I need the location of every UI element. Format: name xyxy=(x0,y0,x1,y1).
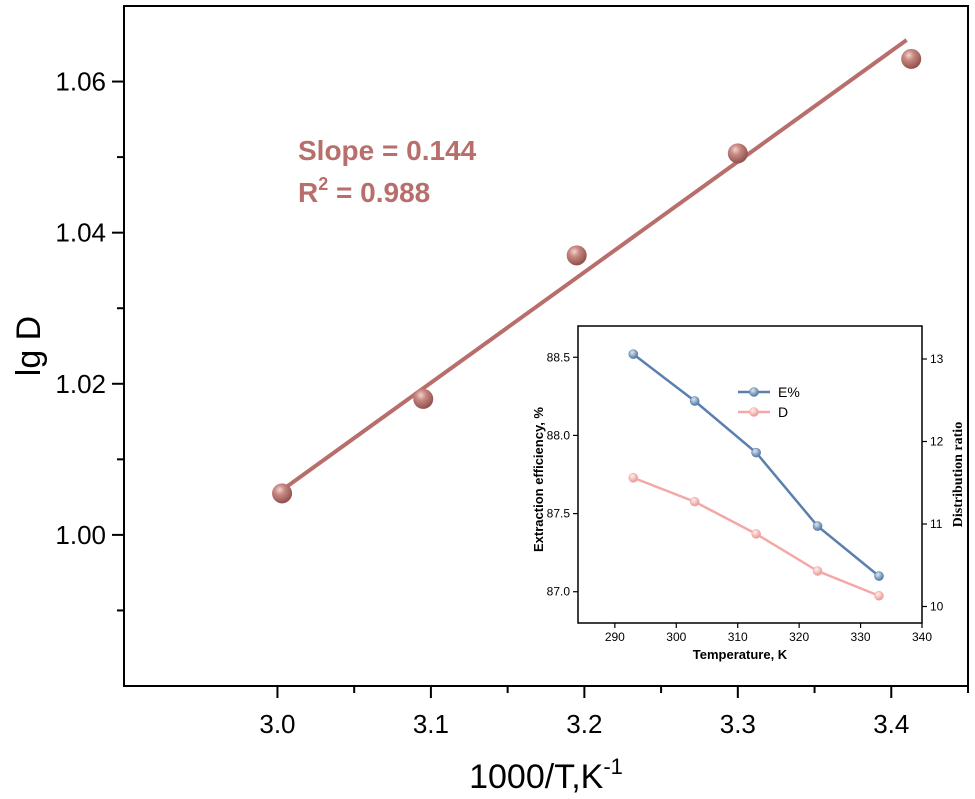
inset-x-tick-label: 340 xyxy=(912,630,932,644)
series-point xyxy=(628,349,639,359)
inset-frame xyxy=(577,325,923,624)
legend-swatch-marker xyxy=(749,407,759,417)
inset-left-tick-label: 88.5 xyxy=(547,350,571,364)
series-point xyxy=(812,521,823,531)
series-point xyxy=(812,566,823,576)
legend-label: E% xyxy=(778,384,800,400)
inset-left-tick-label: 87.5 xyxy=(547,507,571,521)
y-tick-label: 1.04 xyxy=(55,218,106,248)
inset-left-tick-label: 88.0 xyxy=(547,428,571,442)
inset-right-axis-title: Distribution ratio xyxy=(951,422,966,527)
fit-line xyxy=(276,38,908,495)
inset-plot: 290 300 310 320 330 340 87.0 87.5 88.0 88.5 10 11 12… xyxy=(531,324,966,662)
r2-value: = 0.988 xyxy=(328,177,430,208)
inset-x-tick-label: 330 xyxy=(851,630,871,644)
series-point xyxy=(689,496,700,507)
data-point xyxy=(272,483,293,504)
series-point xyxy=(689,396,700,406)
r2-superscript: 2 xyxy=(318,174,328,194)
r2-prefix: R xyxy=(298,177,318,208)
x-tick-label: 3.1 xyxy=(413,709,449,739)
y-axis-title: lg D xyxy=(10,316,48,376)
series-point xyxy=(874,571,884,581)
series-point xyxy=(751,529,761,539)
inset-left-tick-label: 87.0 xyxy=(547,585,571,599)
inset-right-tick-label: 12 xyxy=(930,435,944,449)
x-tick-label: 3.4 xyxy=(873,709,909,739)
inset-left-axis-title: Extraction efficiency, % xyxy=(531,407,546,552)
main-plot: 3.0 3.1 3.2 3.3 3.4 1.00 1.02 1.04 1.06 1000/T,K-… xyxy=(10,5,969,796)
x-axis-title-text: 1000/T,K xyxy=(469,758,604,796)
data-point xyxy=(413,388,434,409)
inset-right-tick-label: 11 xyxy=(930,517,943,531)
x-axis-title: 1000/T,K-1 xyxy=(469,754,623,796)
data-point xyxy=(566,245,587,266)
data-point xyxy=(727,143,748,164)
data-point xyxy=(901,48,922,69)
series-point xyxy=(874,590,884,601)
series-point xyxy=(628,472,639,483)
x-tick-label: 3.0 xyxy=(259,709,295,739)
r2-annotation: R2 = 0.988 xyxy=(298,174,430,208)
inset-x-tick-label: 300 xyxy=(666,630,686,644)
legend-label: D xyxy=(778,404,788,420)
y-tick-label: 1.06 xyxy=(55,67,106,97)
y-tick-label: 1.00 xyxy=(55,520,106,550)
inset-right-tick-label: 10 xyxy=(930,600,944,614)
x-axis-title-superscript: -1 xyxy=(603,754,623,779)
y-tick-label: 1.02 xyxy=(55,369,106,399)
inset-x-tick-label: 310 xyxy=(728,630,748,644)
x-tick-label: 3.2 xyxy=(566,709,602,739)
series-point xyxy=(751,447,761,458)
inset-x-axis-title: Temperature, K xyxy=(693,647,788,662)
slope-annotation: Slope = 0.144 xyxy=(298,135,477,166)
x-tick-label: 3.3 xyxy=(720,709,756,739)
plot-frame xyxy=(123,5,969,687)
inset-right-tick-label: 13 xyxy=(930,352,944,366)
inset-x-tick-label: 290 xyxy=(605,630,625,644)
inset-x-tick-label: 320 xyxy=(789,630,809,644)
legend-swatch-marker xyxy=(749,387,759,397)
